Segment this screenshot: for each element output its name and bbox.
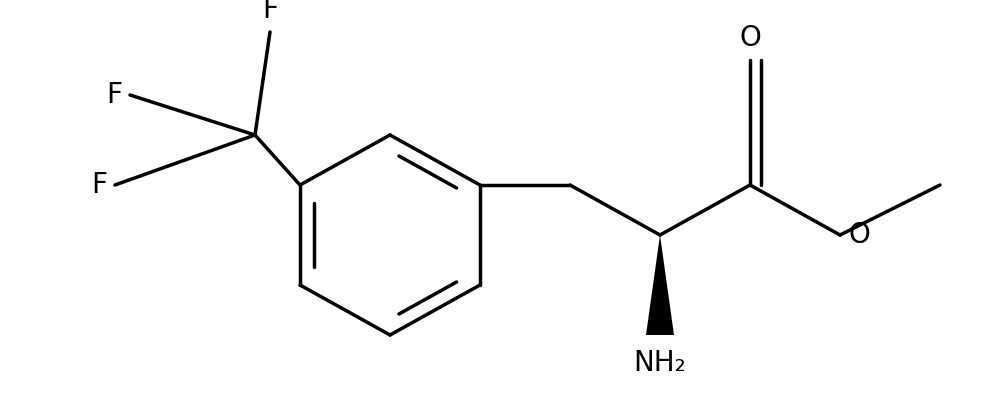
Text: O: O [738,24,760,52]
Text: F: F [106,81,122,109]
Text: F: F [262,0,278,24]
Polygon shape [645,235,673,335]
Text: O: O [848,221,869,249]
Text: NH₂: NH₂ [633,349,686,377]
Text: F: F [91,171,107,199]
